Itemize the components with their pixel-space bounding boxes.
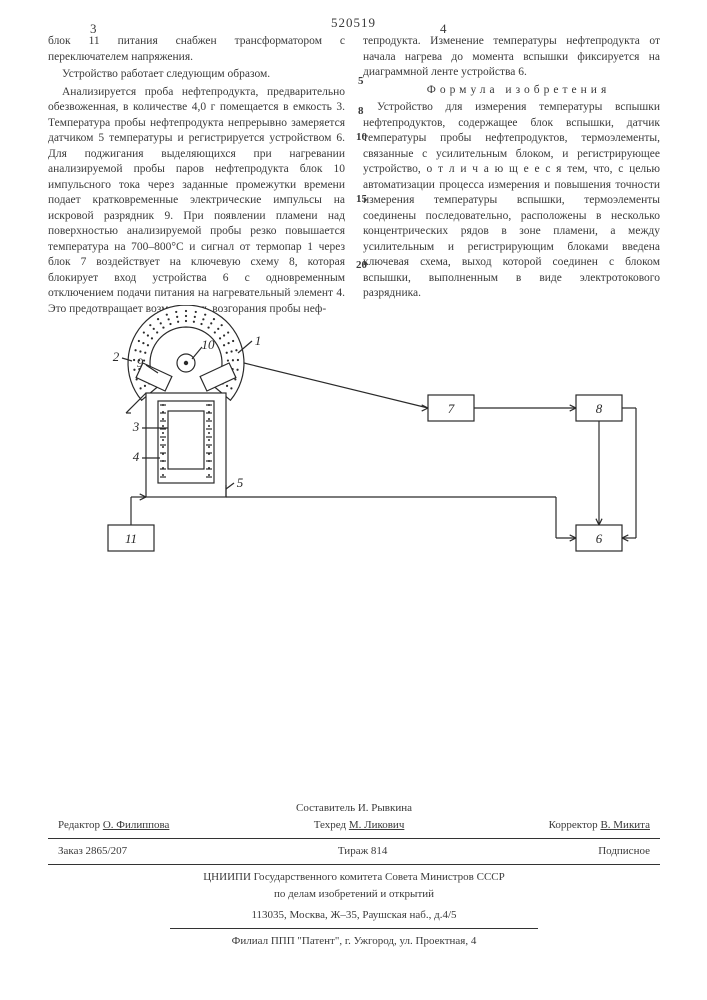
- print-row: Заказ 2865/207 Тираж 814 Подписное: [48, 843, 660, 860]
- patent-number: 520519: [331, 14, 376, 32]
- svg-text:9: 9: [137, 355, 144, 370]
- left-p3: Анализируется проба нефтепродукта, предв…: [48, 85, 345, 318]
- right-p1: тепродукта. Изменение температуры нефтеп…: [363, 34, 660, 81]
- right-p2: Устройство для измерения температуры всп…: [363, 100, 660, 302]
- svg-text:1: 1: [255, 333, 262, 348]
- svg-text:6: 6: [596, 531, 603, 546]
- svg-text:4: 4: [133, 449, 140, 464]
- credits-row: Редактор О. Филиппова Техред М. Ликович …: [48, 817, 660, 834]
- left-column: блок 11 питания снабжен трансформатором …: [48, 34, 345, 319]
- svg-text:3: 3: [132, 419, 140, 434]
- text-columns: блок 11 питания снабжен трансформатором …: [48, 34, 660, 319]
- svg-text:7: 7: [448, 401, 455, 416]
- svg-text:8: 8: [596, 401, 603, 416]
- addr-line-2: Филиал ППП "Патент", г. Ужгород, ул. Про…: [48, 933, 660, 950]
- svg-text:11: 11: [125, 531, 137, 546]
- svg-text:2: 2: [113, 349, 120, 364]
- formula-title: Формула изобретения: [363, 83, 660, 99]
- footer: Составитель И. Рывкина Редактор О. Филип…: [48, 800, 660, 950]
- addr-line-1: 113035, Москва, Ж–35, Раушская наб., д.4…: [48, 907, 660, 924]
- svg-text:5: 5: [237, 475, 244, 490]
- right-column: тепродукта. Изменение температуры нефтеп…: [363, 34, 660, 319]
- block-diagram: 7861112345910: [48, 305, 660, 650]
- left-p2: Устройство работает следующим образом.: [48, 67, 345, 83]
- compiler-line: Составитель И. Рывкина: [48, 800, 660, 817]
- org-line-1: ЦНИИПИ Государственного комитета Совета …: [48, 869, 660, 886]
- left-p1: блок 11 питания снабжен трансформатором …: [48, 34, 345, 65]
- svg-text:10: 10: [202, 337, 216, 352]
- org-line-2: по делам изобретений и открытий: [48, 886, 660, 903]
